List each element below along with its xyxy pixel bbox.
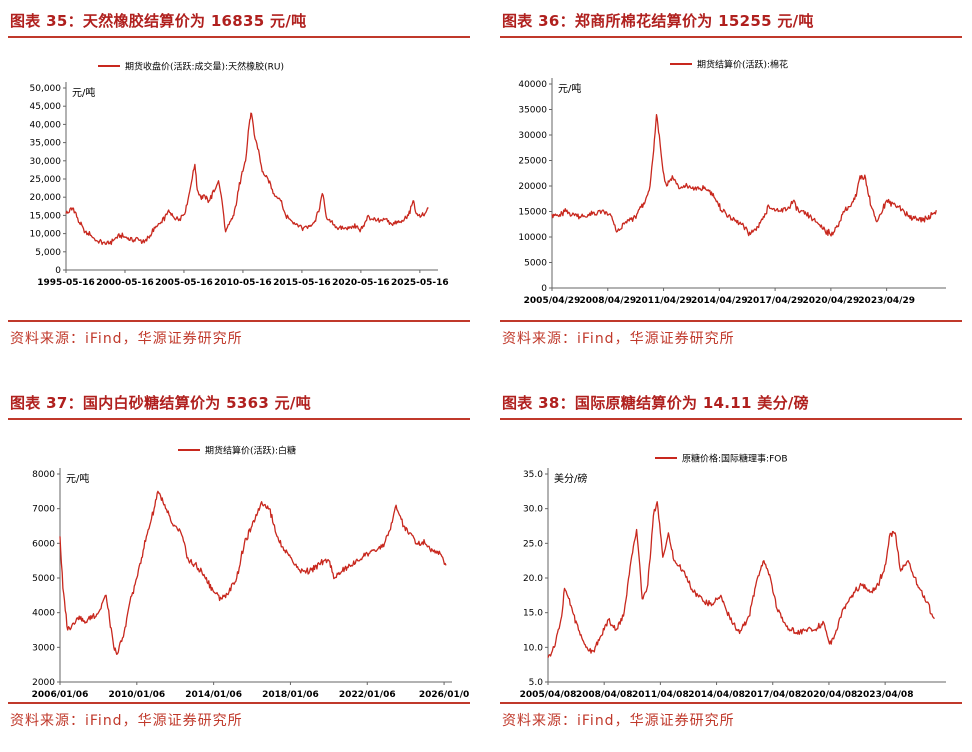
y-tick-label: 15.0 [523, 609, 543, 619]
y-tick-label: 30,000 [30, 157, 62, 167]
source-rule [8, 702, 470, 704]
y-tick-label: 15,000 [30, 211, 62, 221]
y-tick-label: 0 [55, 266, 61, 276]
white-sugar-price-chart: 期货结算价(活跃):白糖 2000 3000 4000 5000 6000 7000 8000… [32, 445, 470, 701]
x-tick-label: 2006/01/06 [32, 690, 89, 700]
title-rule [8, 36, 470, 38]
x-tick-label: 2010/01/06 [108, 690, 165, 700]
y-tick-label: 8000 [32, 470, 55, 480]
legend-label: 期货收盘价(活跃:成交量):天然橡胶(RU) [125, 61, 284, 73]
y-tick-label: 25000 [518, 157, 547, 167]
x-tick-label: 1995-05-16 [37, 278, 95, 288]
x-tick-label: 2014/01/06 [185, 690, 242, 700]
x-tick-label: 2018/01/06 [262, 690, 319, 700]
x-tick-label: 2010-05-16 [214, 278, 272, 288]
y-tick-label: 10.0 [523, 643, 543, 653]
x-tick-label: 2005/04/08 [520, 690, 577, 700]
y-tick-label: 40000 [518, 80, 547, 90]
x-tick-label: 2020/04/08 [801, 690, 858, 700]
y-tick-label: 2000 [32, 678, 55, 688]
x-tick-label: 2000-05-16 [96, 278, 154, 288]
y-unit-label: 元/吨 [558, 82, 581, 95]
y-tick-label: 45,000 [30, 102, 62, 112]
x-tick-label: 2020/04/29 [803, 296, 860, 306]
chart-panel-white-sugar: 图表 37：国内白砂糖结算价为 5363 元/吨 期货结算价(活跃):白糖 200… [8, 382, 470, 752]
y-tick-label: 35000 [518, 106, 547, 116]
chart-title: 图表 37：国内白砂糖结算价为 5363 元/吨 [10, 394, 311, 412]
source-note: 资料来源：iFind，华源证券研究所 [10, 713, 243, 729]
y-tick-label: 20000 [518, 182, 547, 192]
x-tick-label: 2015-05-16 [273, 278, 331, 288]
chart-panel-cotton: 图表 36：郑商所棉花结算价为 15255 元/吨 期货结算价(活跃):棉花 0 5… [500, 0, 962, 370]
source-rule [500, 320, 962, 322]
y-tick-label: 20.0 [523, 574, 543, 584]
y-unit-label: 美分/磅 [554, 472, 587, 485]
y-tick-label: 10,000 [30, 230, 62, 240]
y-tick-label: 25.0 [523, 539, 543, 549]
y-tick-label: 25,000 [30, 175, 62, 185]
x-tick-label: 2025-05-16 [391, 278, 449, 288]
legend-label: 期货结算价(活跃):白糖 [205, 445, 296, 457]
y-tick-label: 3000 [32, 643, 55, 653]
y-tick-label: 5000 [32, 574, 55, 584]
x-tick-label: 2017/04/08 [744, 690, 801, 700]
chart-title: 图表 38：国际原糖结算价为 14.11 美分/磅 [502, 394, 809, 412]
x-tick-label: 2020-05-16 [332, 278, 390, 288]
source-rule [8, 320, 470, 322]
x-tick-label: 2005/04/29 [524, 296, 581, 306]
y-unit-label: 元/吨 [66, 472, 89, 485]
y-tick-label: 5000 [524, 259, 547, 269]
y-unit-label: 元/吨 [72, 86, 95, 99]
x-tick-label: 2011/04/29 [635, 296, 692, 306]
title-rule [500, 36, 962, 38]
x-tick-label: 2023/04/29 [858, 296, 915, 306]
price-series-line [551, 113, 937, 237]
y-tick-label: 20,000 [30, 193, 62, 203]
y-tick-label: 0 [541, 284, 547, 294]
source-note: 资料来源：iFind，华源证券研究所 [502, 713, 735, 729]
y-tick-label: 5.0 [529, 678, 544, 688]
chart-title: 图表 35：天然橡胶结算价为 16835 元/吨 [10, 12, 307, 30]
x-tick-label: 2014/04/29 [691, 296, 748, 306]
y-tick-label: 30.0 [523, 505, 543, 515]
price-series-line [547, 501, 935, 658]
y-tick-label: 10000 [518, 233, 547, 243]
x-tick-label: 2011/04/08 [632, 690, 689, 700]
chart-panel-raw-sugar: 图表 38：国际原糖结算价为 14.11 美分/磅 原糖价格:国际糖理事:FOB… [500, 382, 962, 752]
raw-sugar-price-chart: 原糖价格:国际糖理事:FOB 5.0 10.0 15.0 20.0 25.0 30.0 35.… [520, 453, 946, 700]
x-tick-label: 2017/04/29 [747, 296, 804, 306]
chart-panel-rubber: 图表 35：天然橡胶结算价为 16835 元/吨 期货收盘价(活跃:成交量):天… [8, 0, 470, 370]
y-tick-label: 5,000 [35, 248, 61, 258]
legend-label: 期货结算价(活跃):棉花 [697, 59, 788, 71]
x-tick-label: 2014/04/08 [688, 690, 745, 700]
x-tick-label: 2023/04/08 [857, 690, 914, 700]
source-note: 资料来源：iFind，华源证券研究所 [10, 331, 243, 347]
x-tick-label: 2005-05-16 [155, 278, 213, 288]
source-rule [500, 702, 962, 704]
price-series-line [59, 490, 447, 655]
x-tick-label: 2008/04/08 [576, 690, 633, 700]
y-tick-label: 4000 [32, 609, 55, 619]
chart-title: 图表 36：郑商所棉花结算价为 15255 元/吨 [502, 12, 814, 30]
cotton-price-chart: 期货结算价(活跃):棉花 0 5000 10000 15000 20000 25000 300… [518, 59, 946, 306]
y-tick-label: 35,000 [30, 139, 62, 149]
y-tick-label: 35.0 [523, 470, 543, 480]
y-tick-label: 50,000 [30, 84, 62, 94]
x-tick-label: 2008/04/29 [579, 296, 636, 306]
y-tick-label: 6000 [32, 539, 55, 549]
y-tick-label: 15000 [518, 208, 547, 218]
title-rule [500, 418, 962, 420]
y-tick-label: 40,000 [30, 120, 62, 130]
y-tick-label: 7000 [32, 505, 55, 515]
x-tick-label: 2022/01/06 [339, 690, 396, 700]
y-tick-label: 30000 [518, 131, 547, 141]
title-rule [8, 418, 470, 420]
x-tick-label: 2026/01/0 [419, 690, 469, 700]
legend-label: 原糖价格:国际糖理事:FOB [682, 453, 788, 465]
source-note: 资料来源：iFind，华源证券研究所 [502, 331, 735, 347]
price-series-line [65, 112, 429, 246]
rubber-price-chart: 期货收盘价(活跃:成交量):天然橡胶(RU) 0 5,000 10,000 15,000… [30, 61, 449, 289]
